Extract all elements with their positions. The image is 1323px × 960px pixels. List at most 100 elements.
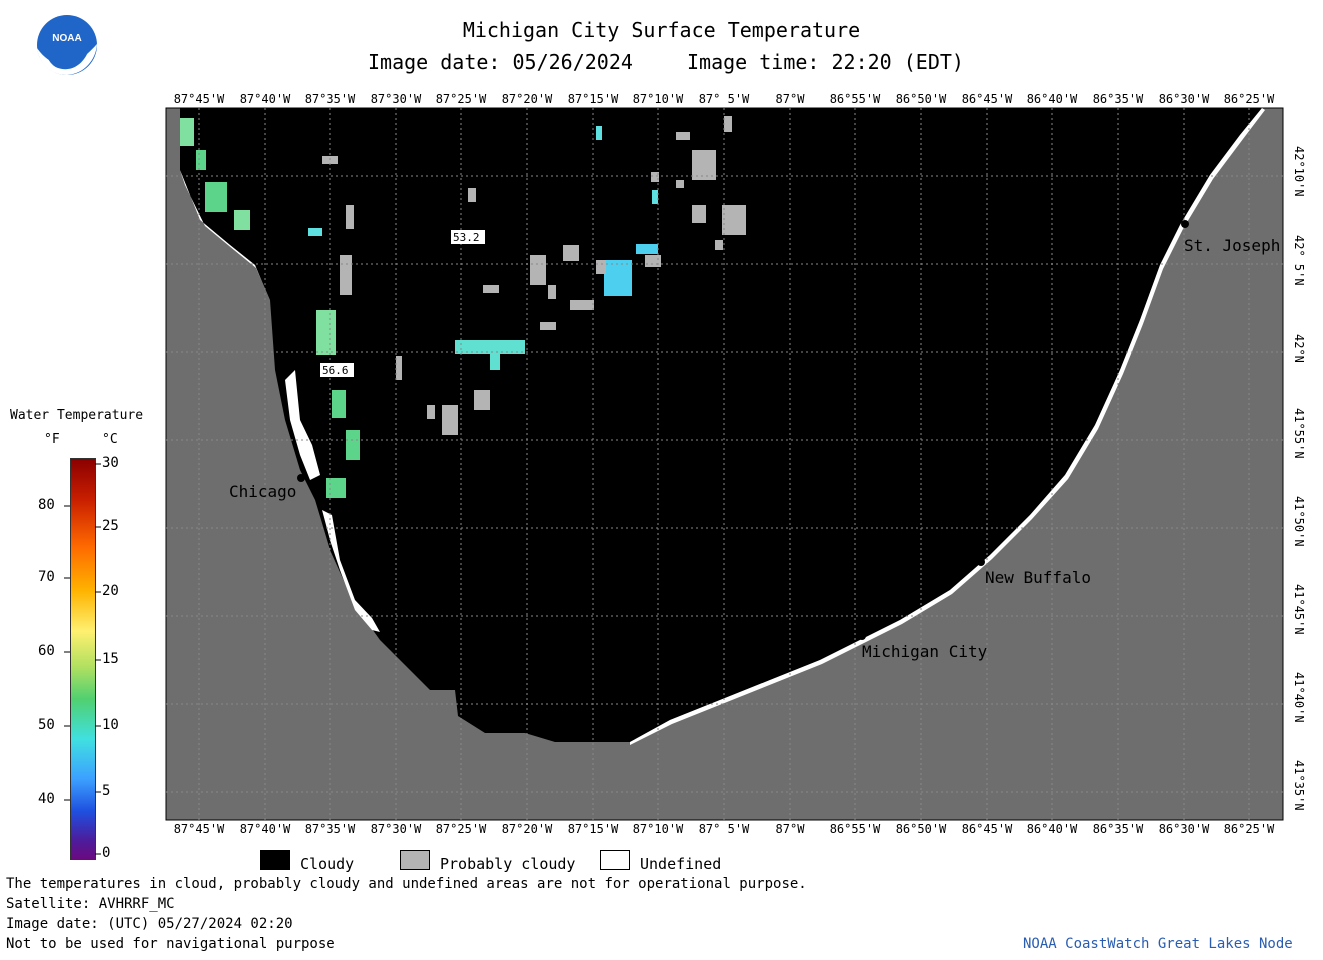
lon-tick-top: 87°30'W xyxy=(370,92,422,106)
legend-swatch-probably-cloudy xyxy=(400,850,430,870)
colorbar-unit-f: °F xyxy=(44,432,60,447)
legend-label-undefined: Undefined xyxy=(640,855,722,873)
legend-label-probably-cloudy: Probably cloudy xyxy=(440,855,576,873)
colorbar-c-tick: 0 xyxy=(102,845,111,861)
footer-credit-link[interactable]: NOAA CoastWatch Great Lakes Node xyxy=(1023,936,1293,952)
image-date-header: Image date: 05/26/2024 xyxy=(368,50,633,74)
city-marker-chicago xyxy=(297,474,305,482)
probably-cloudy-pixel xyxy=(563,245,579,261)
lon-tick-top: 86°40'W xyxy=(1026,92,1078,106)
lon-tick-bottom: 87°35'W xyxy=(304,822,356,836)
image-time-header: Image time: 22:20 (EDT) xyxy=(687,50,964,74)
city-marker-st-joseph xyxy=(1181,220,1189,228)
lon-tick-top: 87°35'W xyxy=(304,92,356,106)
probably-cloudy-pixel xyxy=(396,356,402,380)
colorbar xyxy=(70,458,96,860)
footer-navigation-warning: Not to be used for navigational purpose xyxy=(6,936,335,952)
sst-pixel xyxy=(332,390,346,418)
sst-pixel xyxy=(234,210,250,230)
city-marker-michigan-city xyxy=(858,632,866,640)
lon-tick-bottom: 87°15'W xyxy=(567,822,619,836)
temp-label-box xyxy=(451,230,485,244)
probably-cloudy-pixel xyxy=(474,390,490,410)
lon-tick-bottom: 86°50'W xyxy=(895,822,947,836)
lon-tick-bottom: 86°35'W xyxy=(1092,822,1144,836)
colorbar-ticks xyxy=(64,463,101,855)
page-title: Michigan City Surface Temperature xyxy=(462,18,861,42)
lon-tick-top: 87°45'W xyxy=(173,92,225,106)
lon-tick-top: 87°25'W xyxy=(435,92,487,106)
colorbar-c-tick: 5 xyxy=(102,783,111,799)
probably-cloudy-pixel xyxy=(692,150,716,180)
probably-cloudy-pixel xyxy=(596,260,606,274)
lon-tick-top: 87°15'W xyxy=(567,92,619,106)
city-label-chicago: Chicago xyxy=(229,482,297,501)
lon-tick-bottom: 86°25'W xyxy=(1223,822,1275,836)
lon-tick-bottom: 87°30'W xyxy=(370,822,422,836)
colorbar-c-tick: 25 xyxy=(102,518,119,534)
lon-tick-top: 87°20'W xyxy=(501,92,553,106)
lon-tick-top: 86°30'W xyxy=(1158,92,1210,106)
lon-tick-top: 86°45'W xyxy=(961,92,1013,106)
colorbar-unit-c: °C xyxy=(102,432,118,447)
lon-tick-bottom: 86°45'W xyxy=(961,822,1013,836)
colorbar-f-tick: 60 xyxy=(38,643,55,659)
probably-cloudy-pixel xyxy=(427,405,435,419)
undefined-shore-strip xyxy=(285,370,320,480)
temp-label-box xyxy=(320,363,354,377)
probably-cloudy-pixel xyxy=(570,300,594,310)
sst-pixel xyxy=(596,126,602,140)
probably-cloudy-pixel xyxy=(645,255,661,267)
noaa-logo: NOAA xyxy=(36,14,98,76)
probably-cloudy-pixel xyxy=(724,116,732,132)
colorbar-c-tick: 30 xyxy=(102,455,119,471)
probably-cloudy-pixel xyxy=(722,205,746,235)
lake-cloudy-area xyxy=(180,108,1262,742)
lon-tick-top: 87°W xyxy=(775,92,805,106)
lon-tick-top: 86°35'W xyxy=(1092,92,1144,106)
lon-tick-bottom: 87°25'W xyxy=(435,822,487,836)
city-marker-new-buffalo xyxy=(977,558,985,566)
colorbar-f-tick: 40 xyxy=(38,791,55,807)
lon-tick-top: 86°50'W xyxy=(895,92,947,106)
colorbar-title: Water Temperature xyxy=(10,408,144,423)
footer-satellite: Satellite: AVHRRF_MC xyxy=(6,896,175,912)
probably-cloudy-pixel xyxy=(483,285,499,293)
colorbar-c-tick: 10 xyxy=(102,717,119,733)
sst-pixel xyxy=(196,150,206,170)
lon-tick-bottom: 87°45'W xyxy=(173,822,225,836)
sst-pixel xyxy=(326,478,346,498)
colorbar-c-tick: 20 xyxy=(102,583,119,599)
sst-pixel xyxy=(316,310,336,355)
lon-tick-bottom: 86°30'W xyxy=(1158,822,1210,836)
sst-pixel xyxy=(180,118,194,146)
city-label-st-joseph: St. Joseph xyxy=(1184,236,1281,255)
footer-disclaimer: The temperatures in cloud, probably clou… xyxy=(6,876,807,892)
colorbar-f-tick: 50 xyxy=(38,717,55,733)
temp-label: 56.6 xyxy=(322,364,349,377)
probably-cloudy-pixel xyxy=(651,172,659,182)
probably-cloudy-pixel xyxy=(692,205,706,223)
sst-pixel xyxy=(652,190,658,204)
colorbar-c-tick: 15 xyxy=(102,651,119,667)
lon-tick-bottom: 86°55'W xyxy=(829,822,881,836)
lon-tick-bottom: 87°20'W xyxy=(501,822,553,836)
logo-text: NOAA xyxy=(52,33,82,44)
colorbar-f-tick: 70 xyxy=(38,569,55,585)
legend-swatch-undefined xyxy=(600,850,630,870)
legend-label-cloudy: Cloudy xyxy=(300,855,355,873)
probably-cloudy-pixel xyxy=(548,285,556,299)
lon-tick-bottom: 87°10'W xyxy=(632,822,684,836)
probably-cloudy-pixel xyxy=(676,132,690,140)
probably-cloudy-pixel xyxy=(442,405,458,435)
lon-tick-bottom: 87°40'W xyxy=(239,822,291,836)
lon-tick-top: 87°40'W xyxy=(239,92,291,106)
lon-tick-top: 87°10'W xyxy=(632,92,684,106)
probably-cloudy-pixel xyxy=(715,240,723,250)
sst-pixel xyxy=(604,260,632,296)
probably-cloudy-pixel xyxy=(340,255,352,295)
lon-tick-bottom: 87° 5'W xyxy=(698,822,750,836)
sst-pixel xyxy=(205,182,227,212)
lon-tick-bottom: 87°W xyxy=(775,822,805,836)
